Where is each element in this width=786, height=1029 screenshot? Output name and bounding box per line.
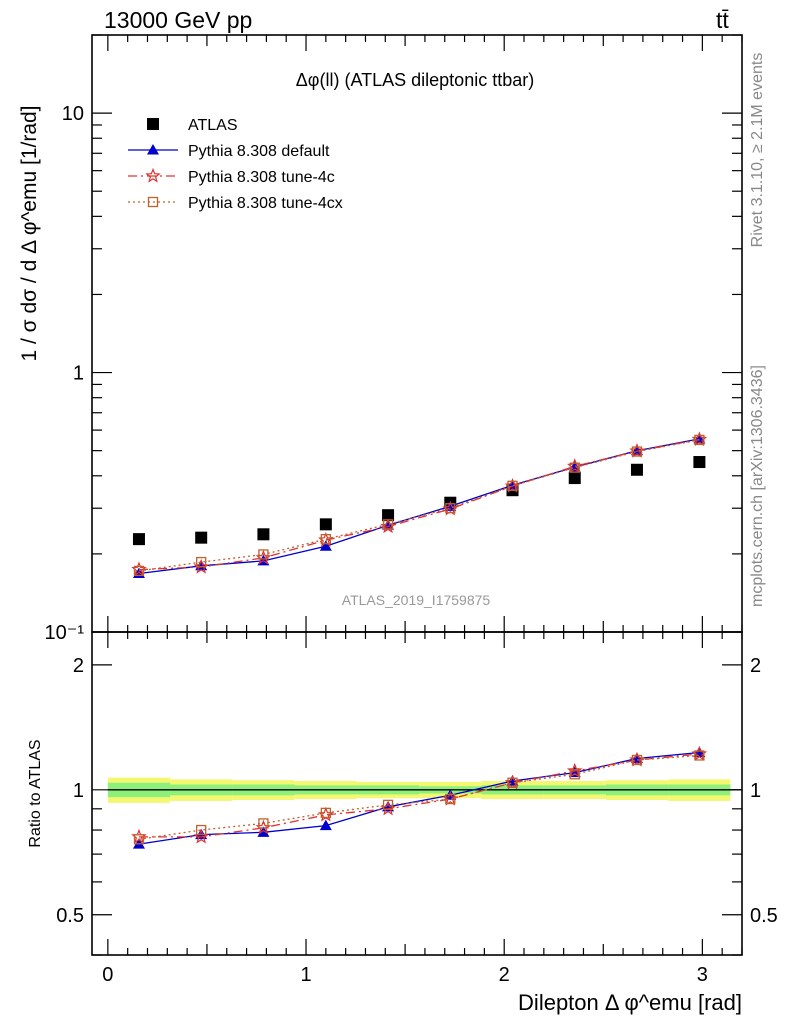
rivet-side-label: Rivet 3.1.10, ≥ 2.1M events	[749, 53, 766, 248]
series-1	[132, 432, 706, 579]
ratio-data-point	[133, 834, 145, 845]
y-axis-label: 1 / σ dσ / d Δ φ^emu [1/rad]	[18, 105, 41, 361]
y-tick-label: 1	[73, 363, 84, 385]
legend: ATLAS Pythia 8.308 default Pythia 8.308 tu…	[128, 117, 343, 212]
ratio-data-point	[694, 750, 705, 761]
legend-label: Pythia 8.308 default	[188, 143, 330, 160]
ratio-frame	[91, 631, 743, 956]
ratio-data-point	[320, 807, 331, 819]
data-point	[694, 434, 705, 446]
data-point	[507, 480, 518, 491]
plot-title: Δφ(ll) (ATLAS dileptonic ttbar)	[296, 70, 534, 90]
legend-marker	[147, 118, 159, 130]
legend-label: Pythia 8.308 tune-4cx	[188, 195, 343, 212]
ratio-data-point	[258, 818, 269, 829]
process-label: tt̄	[716, 7, 729, 33]
legend-marker	[147, 196, 159, 208]
ratio-y-tick-label-right: 1	[750, 780, 761, 802]
ratio-data-point	[445, 793, 456, 805]
ratio-panel: 0.5 0.5 1 1 2 2 0 1 2 3 Ratio to ATLAS Dilepton Δ φ…	[27, 631, 778, 1015]
data-point	[631, 446, 643, 457]
ratio-y-tick-label: 0.5	[56, 905, 84, 927]
ratio-data-point	[257, 826, 270, 837]
legend-marker	[147, 144, 159, 155]
ratio-data-point	[319, 819, 332, 831]
main-panel: 10⁻¹ 1 10 1 / σ dσ / d Δ φ^emu [1/rad]	[18, 34, 743, 644]
x-axis-label: Dilepton Δ φ^emu [rad]	[518, 990, 742, 1015]
data-point	[196, 556, 207, 568]
x-tick-label: 3	[697, 964, 708, 986]
data-point	[382, 509, 395, 522]
data-point	[382, 519, 394, 530]
x-tick-label: 2	[499, 964, 510, 986]
ratio-series-line	[138, 751, 700, 845]
data-point	[444, 500, 457, 511]
data-point	[258, 549, 269, 560]
x-tick-label: 0	[102, 964, 113, 986]
analysis-watermark: ATLAS_2019_I1759875	[342, 592, 491, 608]
data-point	[568, 472, 581, 485]
data-point	[445, 503, 456, 514]
legend-label: ATLAS	[188, 117, 238, 134]
data-point	[133, 565, 145, 577]
data-point	[132, 533, 145, 546]
ratio-y-tick-label-right: 0.5	[750, 905, 778, 927]
data-point	[320, 533, 331, 545]
mcplots-side-label: mcplots.cern.ch [arXiv:1306.3436]	[749, 365, 766, 607]
data-point	[257, 528, 270, 541]
data-point	[195, 531, 208, 544]
ratio-series-2	[133, 750, 705, 845]
data-point	[569, 462, 580, 473]
series-3	[133, 434, 705, 577]
ratio-data-point	[569, 769, 580, 780]
data-point	[319, 518, 332, 531]
ratio-data-point	[507, 777, 518, 788]
data-point	[693, 456, 706, 469]
energy-label: 13000 GeV pp	[104, 7, 252, 33]
series-0	[132, 456, 706, 546]
data-point	[319, 540, 332, 551]
series-2	[131, 431, 708, 577]
ratio-y-tick-label: 1	[73, 780, 84, 802]
data-point	[630, 463, 643, 476]
ratio-data-point	[196, 824, 207, 836]
series-line	[138, 439, 700, 572]
ratio-y-axis-label: Ratio to ATLAS	[27, 739, 44, 847]
x-tick-label: 1	[300, 964, 311, 986]
y-tick-label: 10⁻¹	[45, 622, 85, 644]
ratio-y-tick-label-right: 2	[750, 655, 761, 677]
series-line	[138, 438, 700, 575]
ratio-data-point	[631, 754, 643, 766]
legend-label: Pythia 8.308 tune-4c	[188, 169, 335, 186]
y-tick-label: 10	[62, 103, 84, 125]
ratio-y-tick-label: 2	[73, 655, 84, 677]
ratio-data-point	[382, 799, 394, 811]
series-line	[138, 438, 700, 571]
legend-marker	[145, 167, 161, 183]
